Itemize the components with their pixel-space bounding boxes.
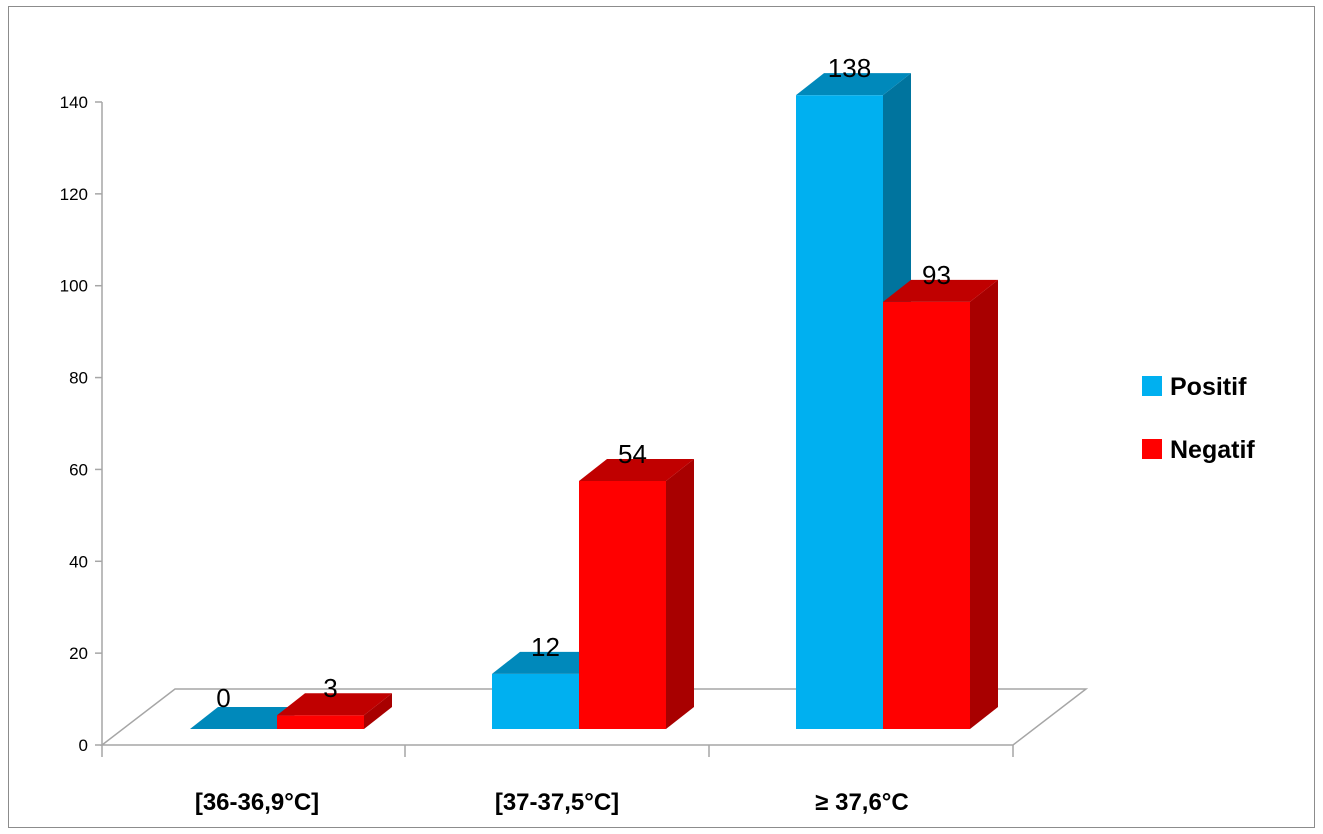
legend-label-negatif: Negatif bbox=[1170, 436, 1255, 464]
bar-side bbox=[666, 458, 694, 729]
bar-front bbox=[277, 715, 364, 729]
y-tick-label: 0 bbox=[79, 736, 88, 755]
bar-side bbox=[364, 693, 392, 729]
bar-top bbox=[190, 707, 305, 729]
bar-top bbox=[883, 279, 998, 302]
bar-side bbox=[970, 279, 998, 729]
legend-layer: Positif Negatif bbox=[1142, 373, 1255, 464]
bars-layer bbox=[190, 73, 998, 729]
bar-top bbox=[796, 73, 911, 96]
bar-positif bbox=[190, 707, 305, 729]
bar-negatif bbox=[579, 458, 694, 729]
data-label: 0 bbox=[216, 683, 230, 713]
y-tick-label: 40 bbox=[69, 552, 88, 571]
y-tick-label: 120 bbox=[60, 185, 88, 204]
bar-top bbox=[579, 458, 694, 481]
y-tick-label: 60 bbox=[69, 460, 88, 479]
y-tick-label: 140 bbox=[60, 93, 88, 112]
y-tick-label: 20 bbox=[69, 644, 88, 663]
bar-front bbox=[492, 673, 579, 729]
data-label: 54 bbox=[618, 439, 647, 469]
data-label: 93 bbox=[922, 260, 951, 290]
bar-top bbox=[277, 693, 392, 716]
bar-front bbox=[796, 95, 883, 729]
labels-layer: [36-36,9°C] [37-37,5°C] ≥ 37,6°C 0 3 12 54 138 9… bbox=[195, 53, 951, 816]
data-label: 3 bbox=[323, 673, 337, 703]
data-label: 138 bbox=[828, 53, 871, 83]
y-tick-label: 80 bbox=[69, 369, 88, 388]
category-label: [36-36,9°C] bbox=[195, 789, 319, 816]
legend-label-positif: Positif bbox=[1170, 373, 1247, 401]
category-label: ≥ 37,6°C bbox=[815, 789, 908, 816]
y-tick-label: 100 bbox=[60, 277, 88, 296]
bar-front bbox=[883, 301, 970, 729]
data-label: 12 bbox=[531, 632, 560, 662]
bar-negatif bbox=[277, 693, 392, 729]
category-label: [37-37,5°C] bbox=[495, 789, 619, 816]
bar-front bbox=[579, 480, 666, 729]
legend-swatch-positif bbox=[1142, 376, 1162, 396]
bar-negatif bbox=[883, 279, 998, 729]
legend-swatch-negatif bbox=[1142, 439, 1162, 459]
bar-top bbox=[492, 651, 607, 674]
